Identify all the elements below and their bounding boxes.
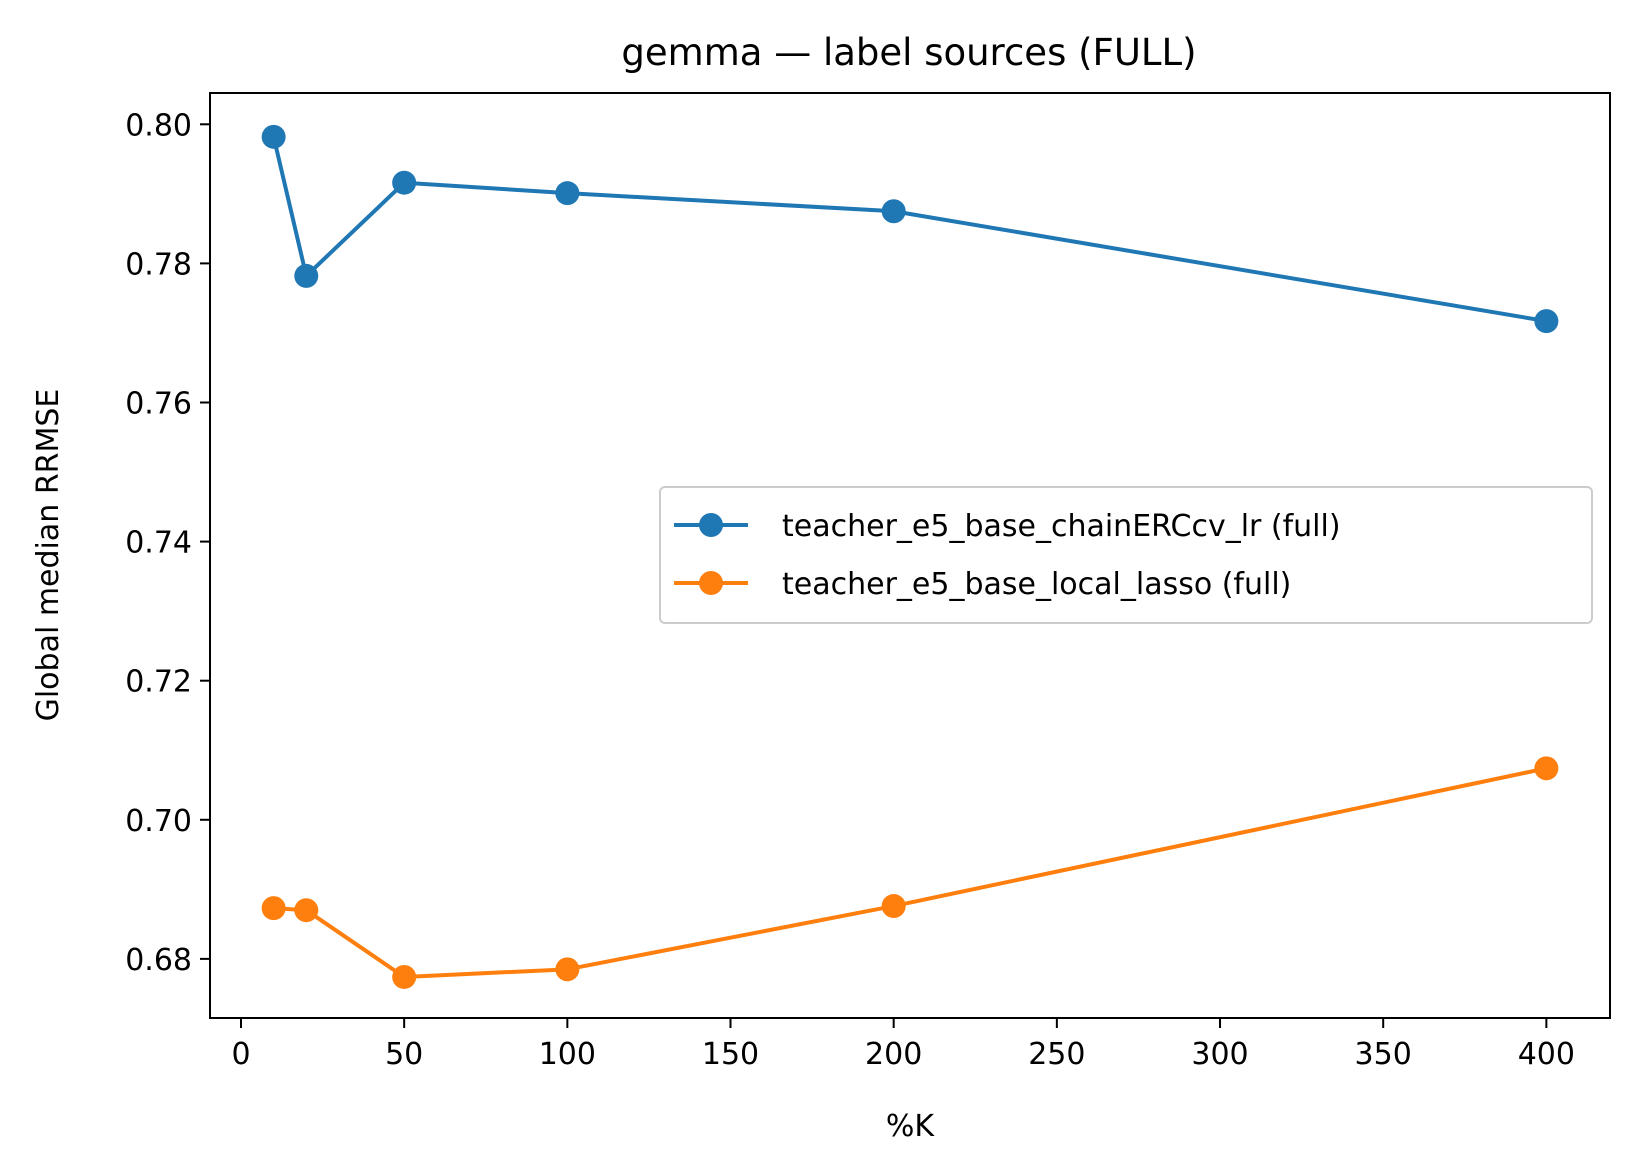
- legend-item: teacher_e5_base_chainERCcv_lr (full): [674, 509, 1341, 544]
- data-point: [294, 263, 319, 288]
- data-point: [392, 170, 417, 195]
- y-tick-label: 0.76: [125, 386, 192, 421]
- legend-marker: [699, 513, 723, 537]
- chart-title: gemma — label sources (FULL): [621, 31, 1196, 74]
- x-axis: 0 50 100 150 200 250 300 350 400: [231, 1018, 1575, 1072]
- y-tick-label: 0.72: [125, 665, 192, 700]
- data-point: [555, 181, 580, 206]
- y-axis: 0.68 0.70 0.72 0.74 0.76 0.78 0.80: [125, 108, 210, 978]
- legend-label: teacher_e5_base_local_lasso (full): [782, 567, 1291, 602]
- x-tick-label: 50: [385, 1037, 423, 1072]
- x-tick-label: 250: [1028, 1037, 1085, 1072]
- data-point: [881, 199, 906, 224]
- data-point: [555, 957, 580, 982]
- y-tick-label: 0.74: [125, 526, 192, 561]
- x-tick-label: 350: [1355, 1037, 1412, 1072]
- x-tick-label: 200: [865, 1037, 922, 1072]
- data-point: [1534, 756, 1559, 781]
- axes-frame: [209, 92, 1611, 1019]
- x-tick-label: 300: [1191, 1037, 1248, 1072]
- series-0: [261, 124, 1559, 334]
- legend-label: teacher_e5_base_chainERCcv_lr (full): [782, 509, 1341, 544]
- y-axis-label: Global median RRMSE: [31, 389, 66, 722]
- y-tick-label: 0.80: [125, 108, 192, 143]
- y-tick-label: 0.68: [125, 943, 192, 978]
- x-tick-label: 0: [231, 1037, 250, 1072]
- series-1: [261, 756, 1559, 989]
- legend-item: teacher_e5_base_local_lasso (full): [674, 567, 1291, 602]
- legend-marker: [699, 571, 723, 595]
- legend-box: [659, 486, 1593, 624]
- y-tick-label: 0.70: [125, 804, 192, 839]
- x-axis-label: %K: [886, 1109, 936, 1144]
- x-tick-label: 150: [702, 1037, 759, 1072]
- series-line: [271, 136, 1547, 324]
- plot-area: [261, 124, 1559, 989]
- data-point: [1534, 309, 1559, 334]
- data-point: [881, 894, 906, 919]
- x-tick-label: 100: [539, 1037, 596, 1072]
- data-point: [261, 124, 286, 149]
- data-point: [392, 964, 417, 989]
- data-point: [261, 896, 286, 921]
- legend: teacher_e5_base_chainERCcv_lr (full) teac…: [659, 486, 1593, 624]
- y-tick-label: 0.78: [125, 247, 192, 282]
- data-point: [294, 898, 319, 923]
- x-tick-label: 400: [1518, 1037, 1575, 1072]
